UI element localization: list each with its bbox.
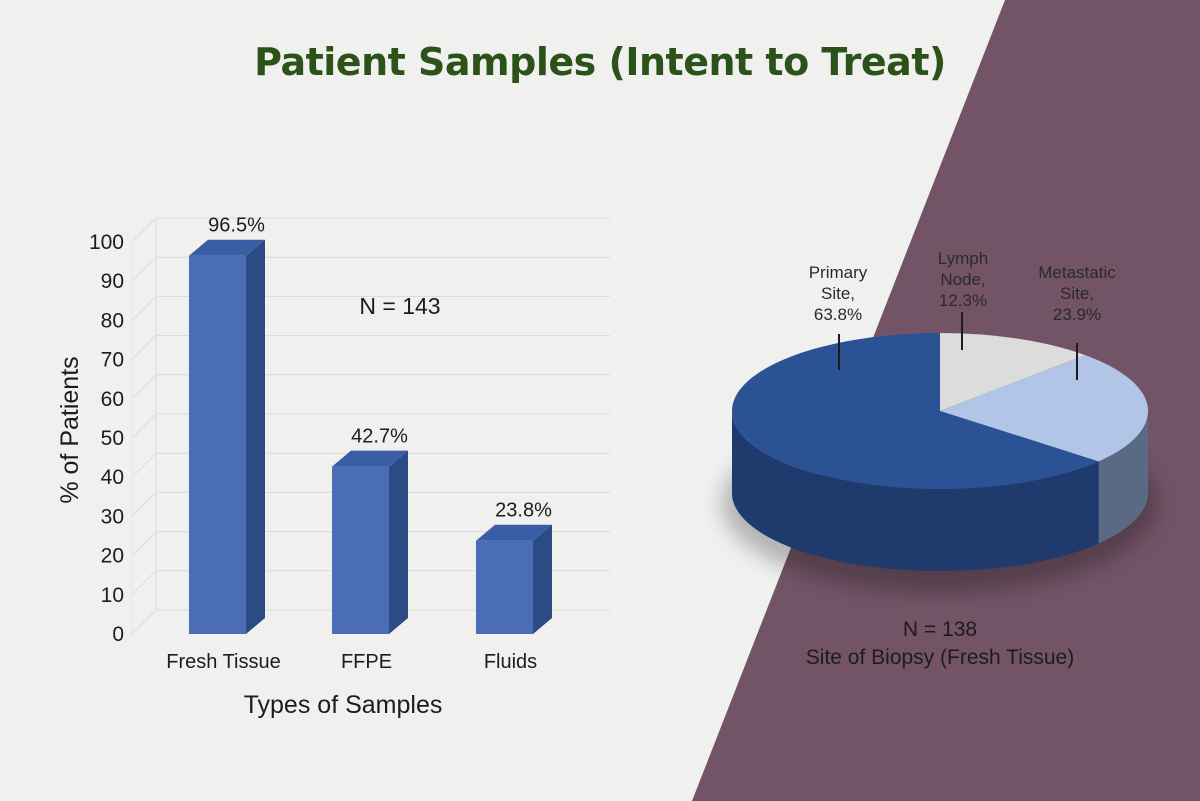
pie-n-annotation: N = 138	[902, 618, 978, 641]
x-tick-label: FFPE	[341, 651, 392, 673]
gridline-side	[131, 531, 157, 556]
pie-data-label: Lymph Node, 12.3%	[938, 249, 988, 310]
y-tick-label: 50	[101, 427, 124, 450]
bar-side	[389, 450, 408, 634]
pie-data-label-line: Lymph	[938, 249, 988, 268]
gridline-side	[131, 492, 157, 517]
pie-slice-side	[1098, 411, 1148, 544]
bar-data-label: 23.8%	[495, 500, 552, 522]
page-title: Patient Samples (Intent to Treat)	[254, 40, 946, 84]
gridline-side	[131, 570, 157, 596]
pie-data-label-line: Primary	[809, 263, 868, 282]
pie-data-label-line: Metastatic	[1038, 263, 1116, 282]
y-tick-label: 0	[112, 623, 124, 646]
pie-slice	[732, 333, 1099, 489]
y-axis-label: % of Patients	[56, 356, 84, 503]
gridline-side	[131, 452, 157, 478]
bar	[189, 255, 246, 634]
pie-data-label-line: Node,	[940, 270, 985, 289]
gridline-side	[131, 217, 157, 243]
pie-data-label-line: Site,	[821, 284, 855, 303]
y-tick-label: 40	[101, 466, 124, 489]
bar-top	[476, 524, 552, 541]
bar-data-label: 96.5%	[208, 215, 265, 237]
pie-slice	[940, 333, 1086, 411]
bar-top	[332, 450, 408, 467]
y-tick-label: 100	[89, 231, 124, 254]
x-tick-label: Fluids	[484, 651, 537, 673]
pie-data-label-line: Site,	[1060, 284, 1094, 303]
bar	[332, 466, 389, 634]
y-tick-label: 80	[101, 309, 124, 332]
pie-data-label-line: 12.3%	[939, 291, 987, 310]
pie-slice-side	[732, 411, 1099, 571]
y-tick-label: 10	[101, 584, 124, 607]
gridline-side	[131, 296, 157, 321]
pie-data-label-line: 23.9%	[1053, 305, 1101, 324]
bar-n-annotation: N = 143	[359, 293, 440, 319]
bar-side	[246, 239, 265, 634]
y-tick-label: 60	[101, 388, 124, 411]
y-tick-label: 90	[101, 270, 124, 293]
pie-slice	[940, 355, 1148, 462]
gridline-side	[131, 374, 157, 400]
gridline-side	[131, 413, 157, 439]
x-axis-label: Types of Samples	[244, 691, 443, 719]
pie-data-label-line: 63.8%	[814, 305, 862, 324]
y-tick-label: 70	[101, 349, 124, 372]
pie-caption: Site of Biopsy (Fresh Tissue)	[805, 646, 1075, 669]
gridline-side	[131, 256, 157, 282]
bar	[476, 540, 533, 634]
gridline-side	[131, 609, 157, 635]
x-tick-label: Fresh Tissue	[166, 651, 280, 673]
pie-data-label: Metastatic Site, 23.9%	[1038, 263, 1116, 324]
y-tick-label: 20	[101, 545, 124, 568]
bar-side	[533, 524, 552, 634]
gridline-side	[131, 335, 157, 360]
bar-data-label: 42.7%	[351, 426, 408, 448]
pie-data-label: Primary Site, 63.8%	[809, 263, 868, 324]
bar-top	[189, 239, 265, 256]
y-tick-label: 30	[101, 505, 124, 528]
